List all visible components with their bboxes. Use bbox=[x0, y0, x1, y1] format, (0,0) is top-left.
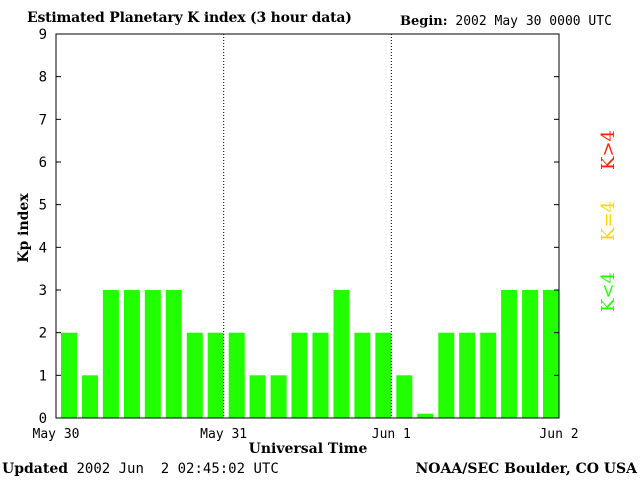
y-tick-label: 4 bbox=[39, 240, 47, 256]
bar-8 bbox=[228, 332, 245, 418]
chart-title: Estimated Planetary K index (3 hour data… bbox=[27, 10, 352, 26]
y-tick-label: 0 bbox=[39, 411, 47, 427]
bar-6 bbox=[186, 332, 203, 418]
bar-2 bbox=[102, 290, 119, 418]
x-tick-label: May 31 bbox=[200, 427, 247, 442]
begin-label: Begin: bbox=[400, 14, 448, 29]
bar-3 bbox=[123, 290, 140, 418]
legend-low: K<4 bbox=[598, 272, 619, 312]
bar-9 bbox=[249, 375, 266, 418]
y-axis-ticks: 0 1 2 3 4 5 6 7 8 9 bbox=[39, 27, 559, 427]
updated-label: Updated bbox=[2, 461, 69, 477]
y-tick-label: 9 bbox=[39, 27, 47, 43]
x-axis-label: Universal Time bbox=[249, 441, 368, 457]
kp-bar-chart: 0 1 2 3 4 5 6 7 8 9 May 30 May 31 Jun 1 Jun 2 Kp ind… bbox=[16, 27, 579, 457]
y-tick-label: 2 bbox=[39, 326, 47, 342]
y-tick-label: 5 bbox=[39, 198, 47, 214]
bar-20 bbox=[480, 332, 497, 418]
y-tick-label: 7 bbox=[39, 112, 47, 128]
y-axis-label: Kp index bbox=[16, 193, 32, 263]
x-axis-ticks: May 30 May 31 Jun 1 Jun 2 bbox=[33, 427, 579, 442]
day-separators bbox=[223, 34, 392, 418]
updated-value: 2002 Jun 2 02:45:02 UTC bbox=[76, 461, 279, 477]
begin-timestamp: Begin: 2002 May 30 0000 UTC bbox=[400, 14, 612, 29]
bar-12 bbox=[312, 332, 329, 418]
y-tick-label: 6 bbox=[39, 155, 47, 171]
bar-18 bbox=[438, 332, 455, 418]
legend-high: K>4 bbox=[598, 130, 619, 170]
x-tick-label: May 30 bbox=[33, 427, 80, 442]
bars-group bbox=[61, 290, 559, 418]
bar-4 bbox=[144, 290, 161, 418]
bar-19 bbox=[459, 332, 476, 418]
y-tick-label: 1 bbox=[39, 368, 47, 384]
bar-11 bbox=[291, 332, 308, 418]
bar-17 bbox=[417, 413, 434, 418]
x-tick-label: Jun 1 bbox=[372, 427, 411, 442]
plot-frame bbox=[55, 33, 560, 419]
y-tick-label: 3 bbox=[39, 283, 47, 299]
x-tick-label: Jun 2 bbox=[539, 427, 578, 442]
bar-15 bbox=[375, 332, 392, 418]
y-tick-label: 8 bbox=[39, 70, 47, 86]
updated-timestamp: Updated 2002 Jun 2 02:45:02 UTC bbox=[2, 461, 279, 477]
bar-21 bbox=[501, 290, 518, 418]
bar-1 bbox=[82, 375, 98, 418]
bar-16 bbox=[396, 375, 413, 418]
legend-equal: K=4 bbox=[598, 201, 619, 241]
bar-22 bbox=[522, 290, 539, 418]
bar-5 bbox=[165, 290, 182, 418]
bar-7 bbox=[207, 332, 224, 418]
begin-value: 2002 May 30 0000 UTC bbox=[455, 14, 612, 29]
bar-14 bbox=[354, 332, 371, 418]
bar-23 bbox=[543, 290, 559, 418]
bar-13 bbox=[333, 290, 350, 418]
bar-10 bbox=[270, 375, 287, 418]
credit-line: NOAA/SEC Boulder, CO USA bbox=[415, 461, 638, 477]
bar-0 bbox=[61, 332, 77, 418]
